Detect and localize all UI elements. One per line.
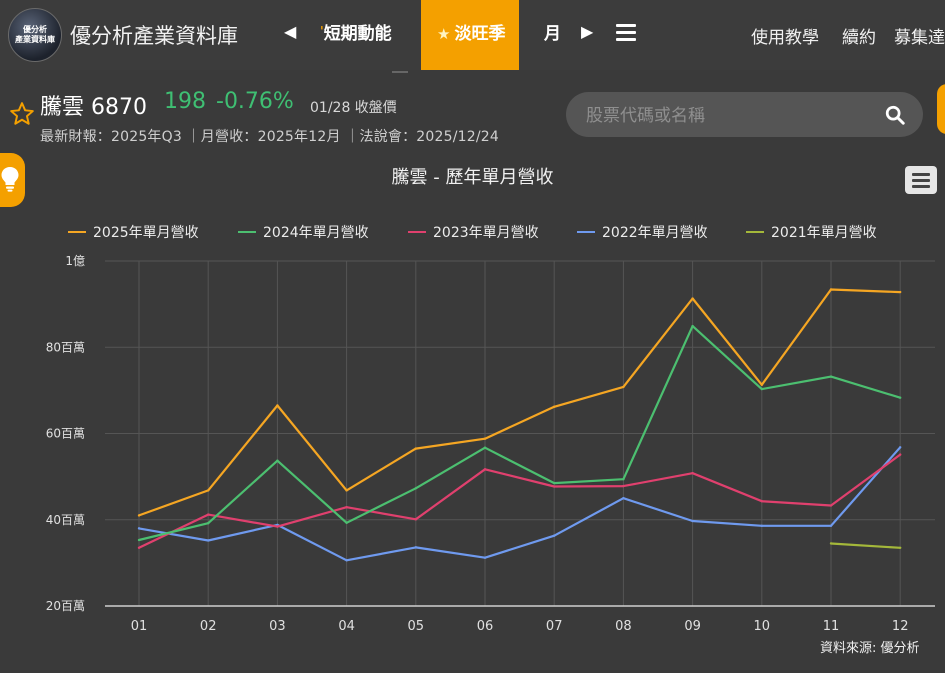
tab-short-term-momentum[interactable]: '短期動能 xyxy=(320,0,392,70)
legend-swatch-2025 xyxy=(68,230,86,234)
tab-next-label: 月 xyxy=(544,24,561,44)
chart-menu-button[interactable] xyxy=(905,166,937,194)
link-fundraise[interactable]: 募集達 xyxy=(894,28,945,48)
link-tutorial[interactable]: 使用教學 xyxy=(751,28,819,48)
legend-label-2023: 2023年單月營收 xyxy=(433,225,539,241)
chart-title: 騰雲 - 歷年單月營收 xyxy=(391,167,554,188)
legend-swatch-2021 xyxy=(746,230,764,234)
logo-line1: 優分析 xyxy=(23,25,47,34)
legend-item-2022[interactable]: 2022年單月營收 xyxy=(577,222,708,242)
nav-prev-arrow-icon[interactable]: ◀ xyxy=(284,22,297,41)
legend-label-2021: 2021年單月營收 xyxy=(771,225,877,241)
search-input[interactable] xyxy=(584,92,878,139)
legend-label-2022: 2022年單月營收 xyxy=(602,225,708,241)
nav-next-arrow-icon[interactable]: ▶ xyxy=(581,22,594,41)
favorite-star-icon[interactable] xyxy=(9,101,35,127)
stock-meta-info: 最新財報：2025年Q3 ｜月營收：2025年12月 ｜法說會：2025/12/… xyxy=(40,129,499,145)
search-box xyxy=(566,92,923,139)
side-panel-toggle[interactable] xyxy=(937,84,945,134)
top-nav: 優分析 產業資料庫 優分析產業資料庫 ◀ '短期動能 ★ 淡旺季 月 ▶ 使用教學… xyxy=(0,0,945,70)
stock-change: -0.76% xyxy=(216,89,294,114)
stock-price-date: 01/28 收盤價 xyxy=(310,100,397,116)
data-source-note: 資料來源: 優分析 xyxy=(820,641,920,656)
legend-swatch-2023 xyxy=(408,230,426,234)
lightbulb-icon[interactable] xyxy=(0,165,22,193)
tab-active-label: 淡旺季 xyxy=(454,24,506,44)
legend-label-2025: 2025年單月營收 xyxy=(93,225,199,241)
stock-price: 198 xyxy=(164,89,206,114)
tab-prev-label: 短期動能 xyxy=(323,24,392,44)
legend-item-2024[interactable]: 2024年單月營收 xyxy=(238,222,369,242)
star-filled-icon: ★ xyxy=(437,25,451,43)
legend-item-2025[interactable]: 2025年單月營收 xyxy=(68,222,199,242)
tab-marker-icon: ' xyxy=(320,24,324,38)
site-title[interactable]: 優分析產業資料庫 xyxy=(70,24,238,48)
search-icon[interactable] xyxy=(884,104,906,126)
logo-line2: 產業資料庫 xyxy=(15,35,55,44)
drag-handle[interactable] xyxy=(392,71,408,73)
tab-monthly[interactable]: 月 xyxy=(544,0,561,70)
legend-swatch-2024 xyxy=(238,230,256,234)
stock-name: 騰雲 6870 xyxy=(40,95,147,120)
legend-label-2024: 2024年單月營收 xyxy=(263,225,369,241)
tab-seasonality[interactable]: ★ 淡旺季 xyxy=(421,0,520,70)
legend-swatch-2022 xyxy=(577,230,595,234)
legend-item-2021[interactable]: 2021年單月營收 xyxy=(746,222,877,242)
link-renew[interactable]: 續約 xyxy=(842,28,876,48)
hamburger-menu-icon[interactable] xyxy=(616,24,636,42)
legend-item-2023[interactable]: 2023年單月營收 xyxy=(408,222,539,242)
site-logo[interactable]: 優分析 產業資料庫 xyxy=(8,8,62,62)
